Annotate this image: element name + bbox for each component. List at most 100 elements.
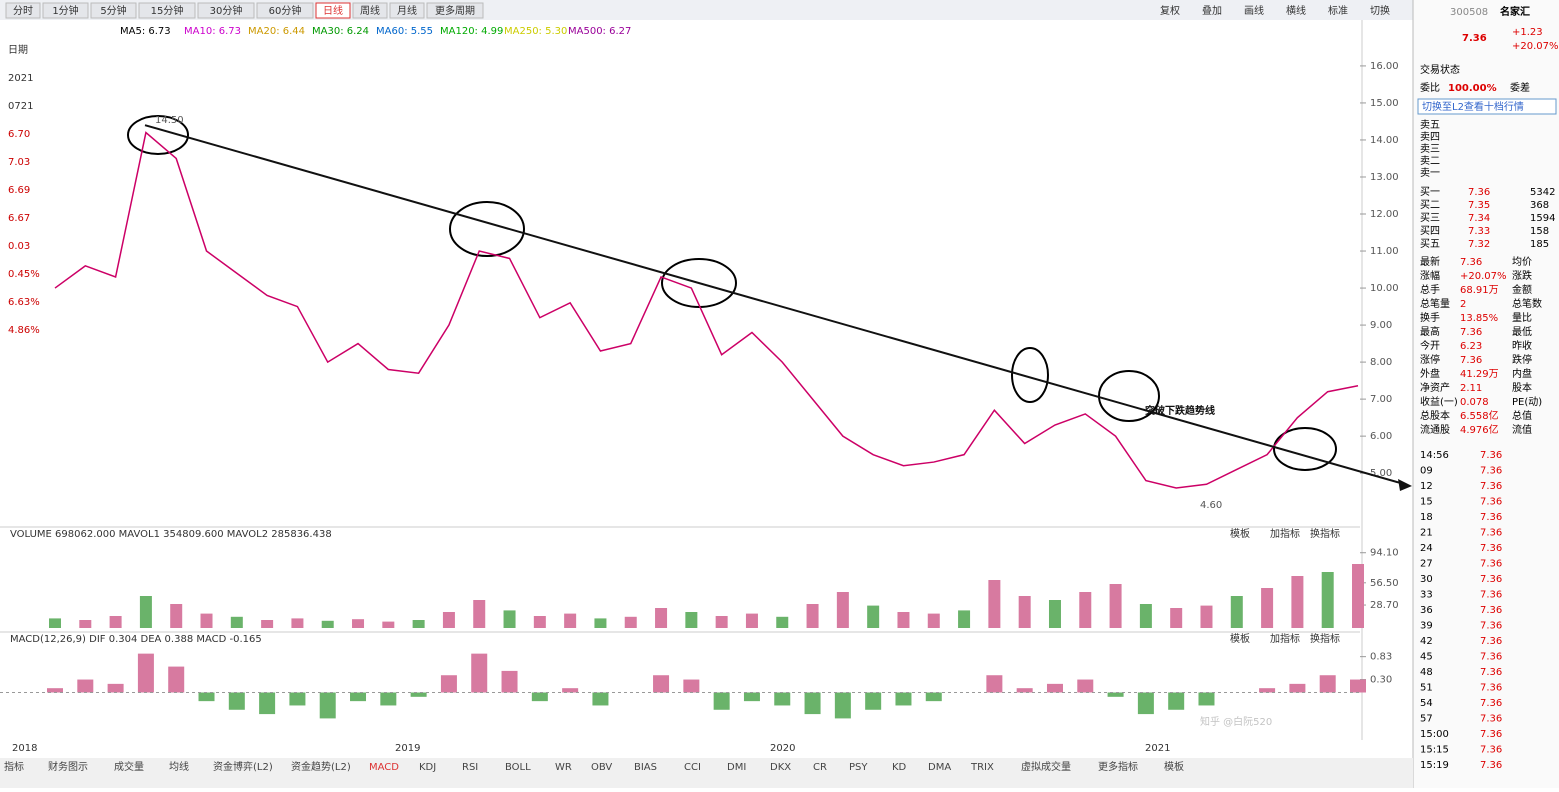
indicator-tab[interactable]: RSI [462, 762, 478, 773]
tab-label[interactable]: 1分钟 [52, 4, 78, 17]
tab-label[interactable]: 分时 [13, 5, 33, 17]
indicator-tab[interactable]: 均线 [169, 760, 189, 773]
volume-bar [442, 612, 455, 628]
tab[interactable] [138, 2, 196, 19]
tool-button[interactable]: 标准 [1328, 5, 1348, 17]
ma-label: MA120: 4.99 [440, 26, 503, 37]
tab[interactable] [256, 2, 314, 19]
tab[interactable] [315, 2, 351, 19]
change-pct: +20.07% [1512, 41, 1559, 52]
buy-cell: 7.32 [1468, 239, 1490, 250]
tab[interactable] [5, 2, 41, 19]
indicator-tab[interactable]: 成交量 [114, 760, 144, 773]
tab[interactable] [352, 2, 388, 19]
volume-bar [382, 621, 395, 628]
volume-bar [1109, 584, 1122, 628]
tab-label[interactable]: 15分钟 [151, 4, 184, 17]
buy-cell: 买四 [1420, 225, 1440, 237]
tick-cell: 24 [1420, 543, 1433, 554]
volume-bar [139, 596, 152, 628]
sell-label: 卖五 [1420, 119, 1440, 131]
indicator-tab[interactable]: 虚拟成交量 [1021, 760, 1071, 773]
volume-bar [1139, 604, 1152, 628]
tab-label[interactable]: 月线 [397, 4, 417, 17]
l2-button[interactable] [1417, 98, 1557, 115]
sell-label: 卖一 [1420, 167, 1440, 179]
tick-cell: 54 [1420, 698, 1433, 709]
tab[interactable] [426, 2, 484, 19]
indicator-tab[interactable]: CR [813, 762, 827, 773]
indicator-tab[interactable]: 模板 [1164, 760, 1184, 773]
panel-button[interactable]: 换指标 [1310, 632, 1340, 645]
tool-button[interactable]: 复权 [1160, 4, 1180, 17]
tool-button[interactable]: 切换 [1370, 4, 1390, 17]
tab[interactable] [389, 2, 425, 19]
y-tick-label: 6.00 [1370, 431, 1392, 442]
volume-bar [1048, 600, 1061, 628]
indicator-tab[interactable]: DMA [928, 762, 951, 773]
indicator-tab[interactable]: 资金博弈(L2) [213, 760, 273, 773]
tool-button[interactable]: 叠加 [1202, 5, 1222, 17]
l2-button-label[interactable]: 切换至L2查看十档行情 [1422, 100, 1524, 113]
indicator-tab[interactable]: MACD [369, 762, 399, 773]
indicator-tab[interactable]: BIAS [634, 762, 657, 773]
macd-bar [501, 670, 518, 693]
indicator-tab[interactable]: 指标 [4, 760, 24, 773]
panel-button[interactable]: 加指标 [1270, 632, 1300, 645]
tick-cell: 7.36 [1480, 760, 1502, 771]
tab[interactable] [42, 2, 89, 19]
panel-button[interactable]: 加指标 [1270, 527, 1300, 540]
tool-button[interactable]: 画线 [1244, 4, 1264, 17]
macd-bar [228, 692, 245, 710]
buy-cell: 买一 [1420, 186, 1440, 198]
tick-cell: 7.36 [1480, 745, 1502, 756]
indicator-tab[interactable]: OBV [591, 762, 612, 773]
macd-bar [471, 653, 488, 693]
tab-label[interactable]: 5分钟 [100, 4, 126, 17]
indicator-tab[interactable]: BOLL [505, 762, 531, 773]
volume-bar [1018, 596, 1031, 628]
stat-cell: 金额 [1512, 283, 1532, 296]
panel-button[interactable]: 换指标 [1310, 527, 1340, 540]
macd-bar [289, 692, 306, 706]
tick-cell: 15:19 [1420, 760, 1449, 771]
tool-button[interactable]: 横线 [1286, 4, 1306, 17]
tab[interactable] [197, 2, 255, 19]
indicator-tab[interactable]: TRIX [970, 762, 994, 773]
info-text: 6.67 [8, 213, 30, 224]
tab-label[interactable]: 60分钟 [269, 4, 302, 17]
indicator-tab[interactable]: WR [555, 762, 572, 773]
panel-button[interactable]: 模板 [1230, 632, 1250, 645]
macd-bar [1289, 683, 1306, 693]
indicator-tab[interactable]: DMI [727, 762, 746, 773]
tab-label[interactable]: 30分钟 [210, 4, 243, 17]
tab-label[interactable]: 周线 [360, 4, 380, 17]
stat-cell: 净资产 [1420, 381, 1450, 394]
macd-bar [1259, 688, 1276, 693]
tab[interactable] [90, 2, 137, 19]
stat-cell: 跌停 [1512, 353, 1532, 366]
stat-cell: PE(动) [1512, 396, 1542, 408]
low-label: 4.60 [1200, 500, 1222, 511]
tab-label[interactable]: 日线 [323, 4, 343, 17]
arrow [1398, 479, 1412, 491]
indicator-tab[interactable]: DKX [770, 762, 791, 773]
macd-bar [895, 692, 912, 706]
indicator-tab[interactable]: PSY [849, 762, 868, 773]
ma-label: MA500: 6.27 [568, 26, 631, 37]
info-text: 0.03 [8, 241, 30, 252]
indicator-tab[interactable]: CCI [684, 762, 701, 773]
volume-bar [261, 620, 274, 628]
indicator-tab[interactable]: 财务图示 [48, 760, 88, 773]
panel-button[interactable]: 模板 [1230, 527, 1250, 540]
indicator-tab[interactable]: KD [892, 762, 907, 773]
macd-bar [198, 692, 215, 702]
tab-label[interactable]: 更多周期 [435, 4, 475, 17]
y-tick-label: 94.10 [1370, 548, 1399, 559]
indicator-tab[interactable]: 资金趋势(L2) [291, 760, 351, 773]
indicator-tab[interactable]: 更多指标 [1098, 760, 1138, 773]
buy-cell: 买三 [1420, 212, 1440, 224]
y-tick-label: 8.00 [1370, 357, 1392, 368]
indicator-tab[interactable]: KDJ [419, 762, 436, 773]
buy-cell: 买五 [1420, 238, 1440, 250]
